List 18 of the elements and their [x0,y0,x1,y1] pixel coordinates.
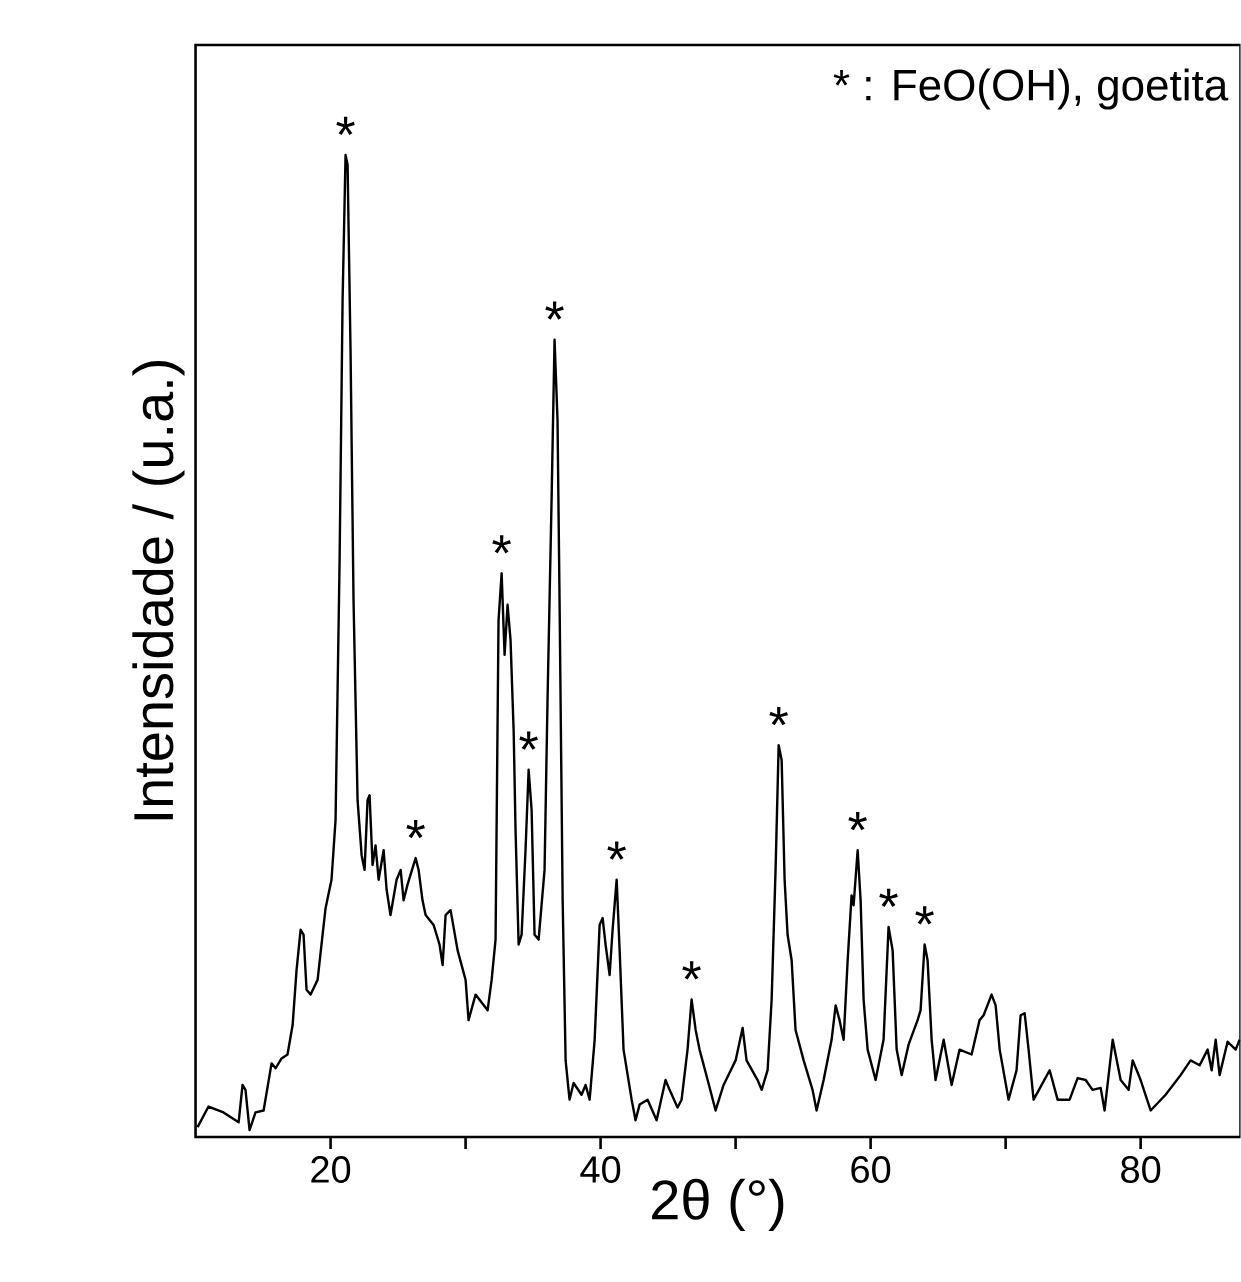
annotation: * [769,706,789,726]
x-tick-label: 80 [1121,1156,1161,1183]
x-axis-title: 2θ (°) [652,1178,784,1231]
x-tick-label: 40 [580,1156,621,1183]
annotation: * [406,819,426,839]
annotation: * [519,731,539,750]
annotation: * [607,841,627,860]
annotation: * [848,812,868,831]
annotation: * [915,906,935,925]
text: * : FeO(OH), goetita [833,68,1229,110]
x-tick-label: 20 [311,1156,351,1183]
annotation: * [336,116,356,136]
annotation: * [492,535,512,554]
x-tick-label: 60 [851,1156,891,1183]
annotation: * [682,961,702,980]
annotation: * [879,888,899,907]
annotation: * [545,301,565,320]
y-axis-title: Intensidade / (u.a.) [132,361,185,820]
